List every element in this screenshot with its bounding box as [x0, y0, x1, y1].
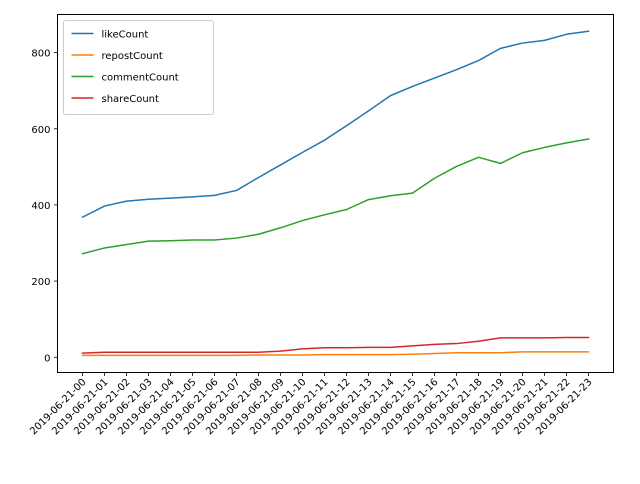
legend-label-commentCount: commentCount [102, 73, 179, 84]
series-line-commentCount [81, 138, 590, 255]
x-axis: 2019-06-21-002019-06-21-012019-06-21-022… [28, 372, 595, 437]
y-tick-label: 200 [31, 277, 50, 288]
series-line-likeCount [81, 30, 590, 219]
series-line-shareCount [81, 336, 590, 354]
y-axis: 0 200 400 600 800 [31, 49, 58, 364]
legend-label-likeCount: likeCount [102, 30, 149, 41]
y-tick-label: 400 [31, 201, 50, 212]
plot-frame [57, 14, 614, 373]
legend-box [63, 20, 214, 115]
series-line-repostCount [81, 351, 590, 357]
y-tick-label: 0 [44, 353, 50, 364]
y-tick-label: 600 [31, 125, 50, 136]
y-tick-label: 800 [31, 49, 50, 60]
legend-label-shareCount: shareCount [102, 94, 159, 105]
legend-label-repostCount: repostCount [102, 51, 163, 62]
series-layer [81, 30, 590, 357]
legend: likeCount repostCount commentCount shareCou… [63, 20, 214, 115]
